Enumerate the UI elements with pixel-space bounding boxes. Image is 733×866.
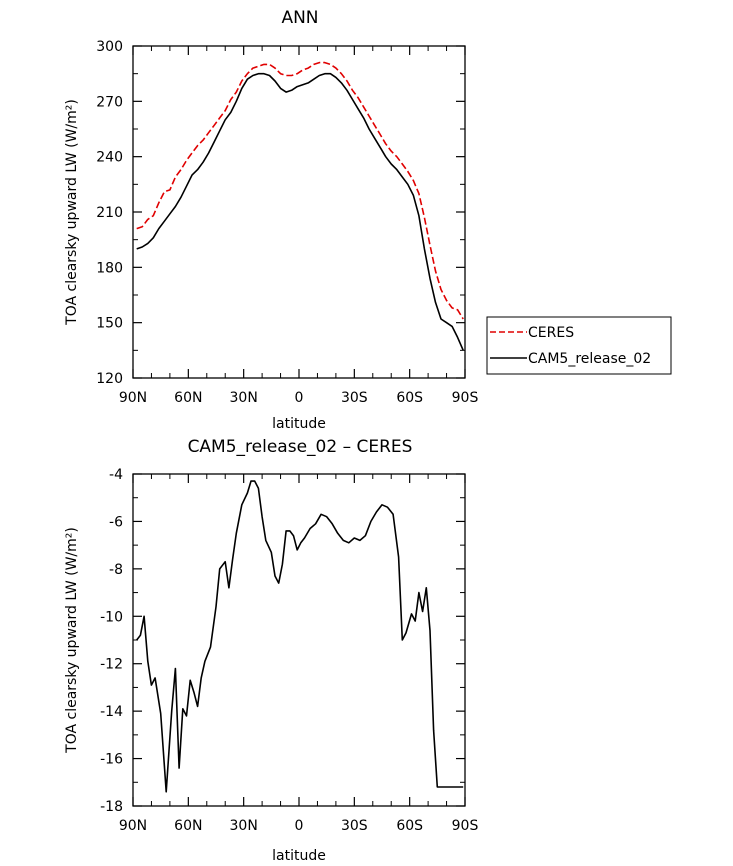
top-y-tick-label: 300	[96, 39, 123, 55]
top-axis-ticks: 90N 60N 30N 0 30S 60S 90S 120 150 180 210 240 270 300	[96, 39, 478, 406]
top-series-line-cam5-release-02	[136, 72, 464, 351]
top-x-axis-label: latitude	[272, 416, 326, 432]
bottom-plot-frame	[132, 473, 466, 807]
top-x-tick-label: 30N	[230, 390, 258, 406]
bottom-y-tick-label: -16	[100, 752, 123, 768]
top-plot-frame	[132, 45, 466, 379]
bottom-axis-ticks: 90N 60N 30N 0 30S 60S 90S -18 -16 -14 -12 -10 -8 -6 -4	[100, 467, 478, 834]
bottom-y-tick-label: -8	[109, 562, 123, 578]
bottom-y-tick-label: -12	[100, 657, 123, 673]
top-y-tick-label: 180	[96, 260, 123, 276]
top-y-tick-label: 270	[96, 94, 123, 110]
bottom-chart-title: CAM5_release_02 – CERES	[188, 437, 413, 457]
bottom-x-tick-label: 60N	[174, 818, 202, 834]
top-y-axis-label: TOA clearsky upward LW (W/m²)	[64, 99, 80, 326]
bottom-series-line-difference	[136, 480, 464, 793]
legend: CERES CAM5_release_02	[486, 316, 672, 375]
bottom-y-tick-label: -18	[100, 799, 123, 815]
top-x-tick-label: 90N	[119, 390, 147, 406]
legend-label-cam5: CAM5_release_02	[528, 351, 651, 367]
top-chart-title: ANN	[281, 8, 318, 28]
bottom-x-tick-label: 30N	[230, 818, 258, 834]
top-x-tick-label: 30S	[341, 390, 368, 406]
legend-box	[486, 316, 672, 375]
top-series-line-ceres	[136, 61, 464, 320]
top-y-tick-label: 210	[96, 205, 123, 221]
bottom-y-tick-label: -14	[100, 704, 123, 720]
legend-label-ceres: CERES	[528, 325, 574, 341]
top-panel-ann: ANN 90N 60N 30N 0 30S 60S 90S 120 150 180 210 240 27…	[64, 8, 672, 432]
top-x-tick-label: 60S	[396, 390, 423, 406]
bottom-y-tick-label: -10	[100, 609, 123, 625]
bottom-x-tick-label: 90N	[119, 818, 147, 834]
bottom-y-axis-label: TOA clearsky upward LW (W/m²)	[64, 527, 80, 754]
top-x-tick-label: 60N	[174, 390, 202, 406]
top-x-tick-label: 90S	[452, 390, 479, 406]
top-x-tick-label: 0	[295, 390, 304, 406]
top-y-tick-label: 120	[96, 371, 123, 387]
top-y-tick-label: 240	[96, 150, 123, 166]
bottom-x-tick-label: 30S	[341, 818, 368, 834]
bottom-y-tick-label: -6	[109, 514, 123, 530]
bottom-panel-difference: CAM5_release_02 – CERES 90N 60N 30N 0 30S 60S…	[64, 437, 478, 864]
bottom-y-tick-label: -4	[109, 467, 123, 483]
top-y-tick-label: 150	[96, 316, 123, 332]
top-series-lines	[136, 61, 464, 351]
bottom-x-tick-label: 60S	[396, 818, 423, 834]
bottom-series-lines	[136, 480, 464, 793]
bottom-x-tick-label: 90S	[452, 818, 479, 834]
bottom-x-axis-label: latitude	[272, 848, 326, 864]
bottom-x-tick-label: 0	[295, 818, 304, 834]
